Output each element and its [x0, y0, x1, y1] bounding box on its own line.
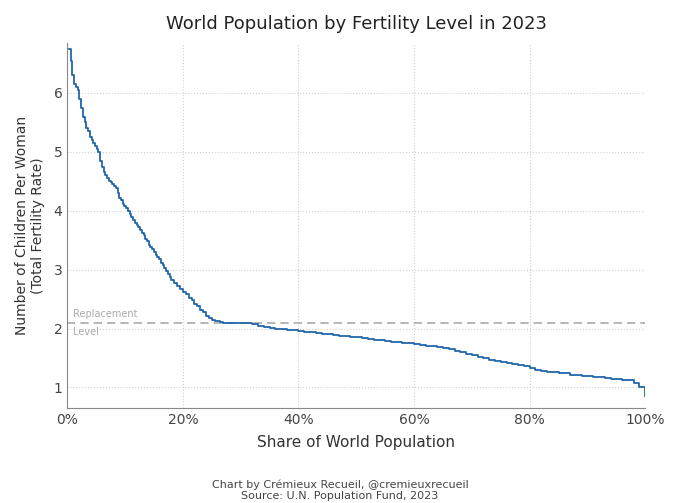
X-axis label: Share of World Population: Share of World Population	[257, 435, 455, 450]
Text: Chart by Crémieux Recueil, @cremieuxrecueil: Chart by Crémieux Recueil, @cremieuxrecu…	[211, 480, 469, 490]
Title: World Population by Fertility Level in 2023: World Population by Fertility Level in 2…	[166, 15, 547, 33]
Y-axis label: Number of Children Per Woman
(Total Fertility Rate): Number of Children Per Woman (Total Fert…	[15, 116, 45, 335]
Text: Replacement: Replacement	[73, 308, 137, 318]
Text: Source: U.N. Population Fund, 2023: Source: U.N. Population Fund, 2023	[241, 491, 439, 501]
Text: Level: Level	[73, 327, 99, 337]
